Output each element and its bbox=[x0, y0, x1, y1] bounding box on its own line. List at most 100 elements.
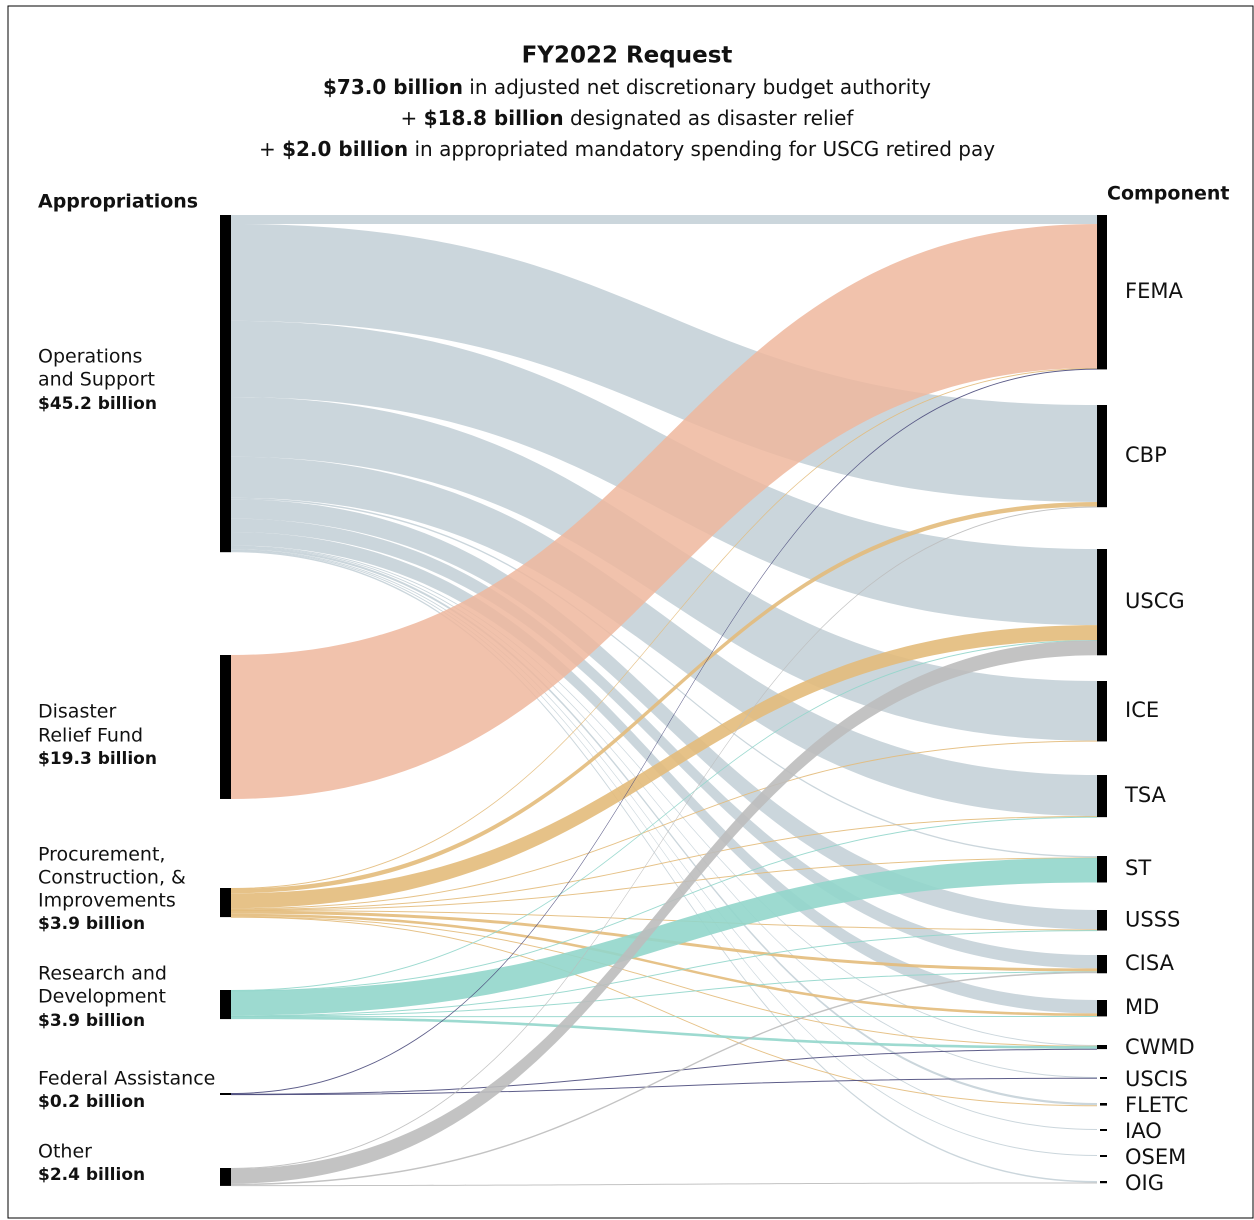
component-node bbox=[1100, 1077, 1107, 1079]
subtitle-part: + bbox=[401, 106, 424, 130]
flow bbox=[231, 910, 1097, 931]
component-node bbox=[1097, 405, 1107, 508]
flow bbox=[231, 456, 1097, 817]
component-label: CBP bbox=[1125, 443, 1167, 467]
component-label: ICE bbox=[1125, 698, 1159, 722]
source-label: Disaster bbox=[38, 701, 116, 723]
flow bbox=[231, 223, 1097, 502]
flow bbox=[231, 857, 1097, 1016]
flow bbox=[231, 546, 1097, 1106]
flow bbox=[231, 640, 1097, 1184]
flow bbox=[231, 367, 1097, 889]
source-node bbox=[220, 990, 231, 1020]
flow bbox=[231, 549, 1097, 1156]
component-node bbox=[1097, 910, 1107, 931]
source-value: $2.4 billion bbox=[38, 1165, 145, 1185]
component-label: MD bbox=[1125, 995, 1159, 1019]
component-label: USCG bbox=[1125, 589, 1185, 613]
component-label: USSS bbox=[1125, 907, 1180, 931]
flow bbox=[231, 1077, 1097, 1096]
flow bbox=[231, 546, 1097, 1078]
source-label: Research and bbox=[38, 963, 167, 985]
source-label: Construction, & bbox=[38, 867, 186, 889]
source-label: Federal Assistance bbox=[38, 1068, 215, 1090]
subtitle-part: $18.8 billion bbox=[424, 106, 564, 130]
flow bbox=[231, 368, 1097, 1094]
flow bbox=[231, 1182, 1097, 1187]
component-node bbox=[1097, 775, 1107, 818]
component-label: CWMD bbox=[1125, 1035, 1195, 1059]
flow bbox=[231, 497, 1097, 858]
source-node bbox=[220, 1093, 231, 1095]
source-node bbox=[220, 888, 231, 918]
component-node bbox=[1100, 1129, 1107, 1131]
source-label: Other bbox=[38, 1141, 92, 1163]
subtitle-part: $2.0 billion bbox=[282, 137, 408, 161]
source-value: $3.9 billion bbox=[38, 1011, 145, 1031]
flow bbox=[231, 857, 1097, 911]
source-label: Improvements bbox=[38, 890, 176, 912]
component-label: FEMA bbox=[1125, 279, 1183, 303]
subtitle-part: $73.0 billion bbox=[323, 75, 463, 99]
source-node bbox=[220, 1168, 231, 1186]
source-value: $3.9 billion bbox=[38, 914, 145, 934]
component-label: ST bbox=[1125, 856, 1151, 880]
flow bbox=[231, 223, 1097, 799]
subtitle: + $2.0 billion in appropriated mandatory… bbox=[259, 137, 995, 161]
flow bbox=[231, 916, 1097, 1047]
component-label: USCIS bbox=[1125, 1067, 1188, 1091]
flow bbox=[231, 816, 1097, 992]
flow bbox=[231, 506, 1097, 1169]
source-label: Development bbox=[38, 986, 166, 1008]
component-node bbox=[1097, 215, 1107, 370]
flow bbox=[231, 499, 1097, 930]
flow bbox=[231, 913, 1097, 1017]
source-node bbox=[220, 655, 231, 799]
component-node bbox=[1097, 1045, 1107, 1050]
flow bbox=[231, 971, 1097, 1186]
flow bbox=[231, 549, 1097, 1130]
flow bbox=[231, 501, 1097, 894]
flow bbox=[231, 816, 1097, 910]
flow bbox=[231, 930, 1097, 1017]
component-label: TSA bbox=[1124, 783, 1167, 807]
frame bbox=[7, 5, 1254, 1219]
component-label: FLETC bbox=[1125, 1093, 1188, 1117]
source-node bbox=[220, 215, 231, 553]
subtitle: $73.0 billion in adjusted net discretion… bbox=[323, 75, 931, 99]
component-node bbox=[1097, 549, 1107, 656]
flow bbox=[231, 215, 1097, 224]
flow bbox=[231, 550, 1097, 1183]
flow bbox=[231, 545, 1097, 1046]
component-node bbox=[1100, 1155, 1107, 1157]
flow bbox=[231, 971, 1097, 1017]
component-label: CISA bbox=[1125, 951, 1175, 975]
flow bbox=[231, 640, 1097, 991]
subtitle-part: + bbox=[259, 137, 282, 161]
component-label: IAO bbox=[1125, 1119, 1162, 1143]
component-node bbox=[1097, 955, 1107, 974]
component-node bbox=[1100, 1181, 1107, 1184]
subtitle-part: designated as disaster relief bbox=[564, 106, 855, 130]
flow bbox=[231, 625, 1097, 909]
flow bbox=[231, 518, 1097, 969]
left-heading: Appropriations bbox=[38, 191, 198, 213]
component-node bbox=[1097, 681, 1107, 742]
subtitle-part: in appropriated mandatory spending for U… bbox=[408, 137, 995, 161]
source-value: $0.2 billion bbox=[38, 1092, 145, 1112]
source-label: and Support bbox=[38, 369, 155, 391]
component-node bbox=[1097, 856, 1107, 883]
right-heading: Component bbox=[1107, 183, 1229, 205]
flow bbox=[231, 1048, 1097, 1095]
flow bbox=[231, 1016, 1097, 1049]
source-label: Operations bbox=[38, 346, 142, 368]
source-value: $45.2 billion bbox=[38, 394, 157, 414]
flow bbox=[231, 916, 1097, 1107]
component-label: OIG bbox=[1125, 1171, 1164, 1195]
component-label: OSEM bbox=[1125, 1145, 1186, 1169]
source-label: Procurement, bbox=[38, 844, 165, 866]
flow bbox=[231, 1016, 1097, 1018]
subtitle-part: in adjusted net discretionary budget aut… bbox=[463, 75, 931, 99]
chart-title: FY2022 Request bbox=[522, 43, 733, 69]
